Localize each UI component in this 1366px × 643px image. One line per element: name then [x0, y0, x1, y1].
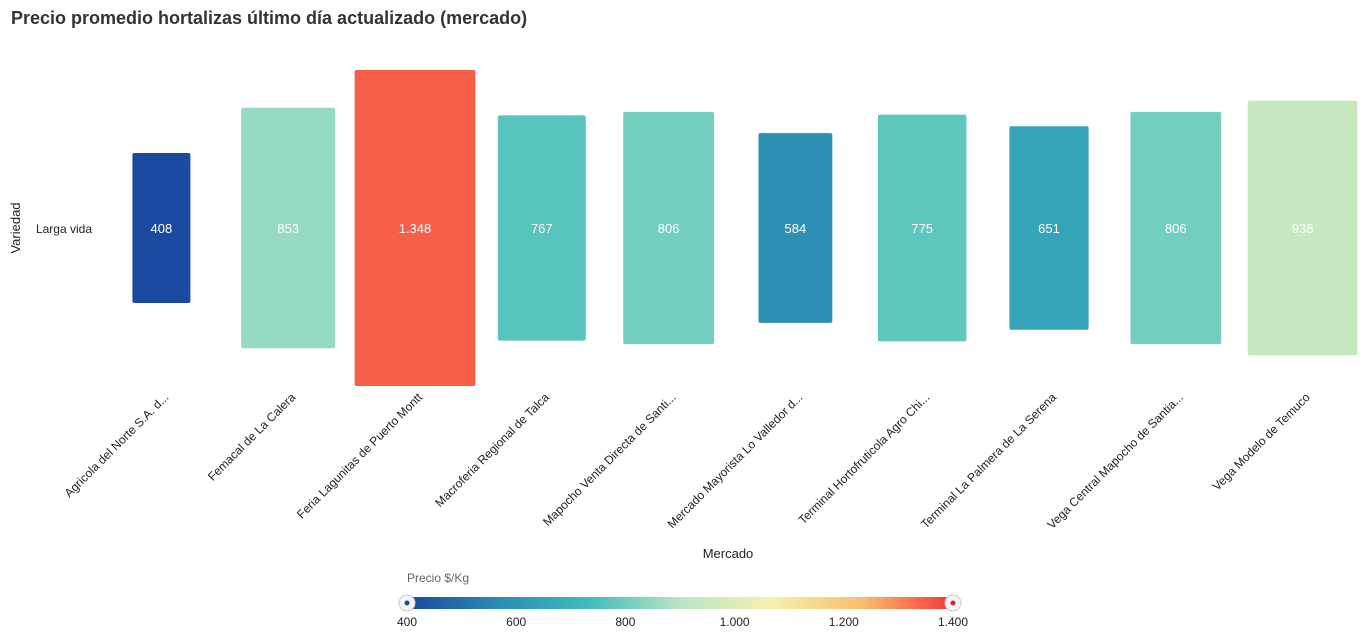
x-tick-label: Mercado Mayorista Lo Valledor d...	[665, 390, 806, 531]
cell-value-label: 408	[151, 221, 173, 236]
legend-title: Precio $/Kg	[407, 571, 469, 585]
x-tick-label: Vega Modelo de Temuco	[1210, 390, 1313, 493]
legend-tick-label: 1.400	[938, 615, 968, 629]
x-tick-label: Macroferia Regional de Talca	[432, 390, 552, 510]
cell-value-label: 806	[658, 221, 680, 236]
x-tick-label: Vega Central Mapocho de Santia...	[1044, 390, 1186, 532]
cell-value-label: 806	[1165, 221, 1187, 236]
color-scale-legend[interactable]: Precio $/Kg 400 600 800 1.000 1.200 1.400	[397, 571, 968, 629]
row-label: Larga vida	[36, 222, 92, 236]
cell-value-label: 767	[531, 221, 553, 236]
x-tick-label: Agricola del Norte S.A. d...	[62, 390, 172, 500]
x-axis-label: Mercado	[703, 546, 754, 561]
legend-tick-label: 400	[397, 615, 417, 629]
heatmap-cell[interactable]	[1009, 126, 1089, 330]
heatmap-cell[interactable]	[132, 153, 191, 303]
legend-tick-label: 600	[506, 615, 526, 629]
heatmap-cell[interactable]	[354, 70, 476, 386]
heatmap-cell[interactable]	[241, 107, 336, 349]
legend-tick-label: 1.200	[829, 615, 859, 629]
cell-value-label: 853	[277, 221, 299, 236]
legend-min-handle-dot	[404, 600, 410, 606]
cell-value-label: 651	[1038, 221, 1060, 236]
chart-title: Precio promedio hortalizas último día ac…	[11, 8, 528, 28]
y-axis-label: Variedad	[8, 202, 23, 253]
legend-tick-label: 1.000	[720, 615, 750, 629]
heatmap-cell[interactable]	[497, 115, 586, 341]
heatmap-cell[interactable]	[1130, 111, 1222, 345]
legend-tick-label: 800	[615, 615, 635, 629]
color-scale-bar	[407, 597, 953, 609]
cell-value-label: 938	[1292, 221, 1314, 236]
heatmap-cell[interactable]	[758, 133, 833, 323]
x-tick-label: Feria Lagunitas de Puerto Montt	[294, 390, 426, 522]
heatmap-cell[interactable]	[623, 111, 714, 345]
heatmap-cell[interactable]	[1247, 100, 1358, 356]
x-tick-label: Terminal Hortofruticola Agro Chi...	[796, 390, 933, 527]
cell-value-label: 775	[911, 221, 933, 236]
x-tick-label: Mapocho Venta Directa de Santi...	[540, 390, 679, 529]
x-tick-label: Femacal de La Calera	[205, 390, 299, 484]
legend-max-handle-dot	[950, 600, 956, 606]
cell-value-label: 584	[785, 221, 807, 236]
heatmap-cell[interactable]	[877, 114, 967, 342]
x-tick-label: Terminal La Palmera de La Serena	[918, 390, 1059, 531]
cell-value-label: 1.348	[399, 221, 432, 236]
